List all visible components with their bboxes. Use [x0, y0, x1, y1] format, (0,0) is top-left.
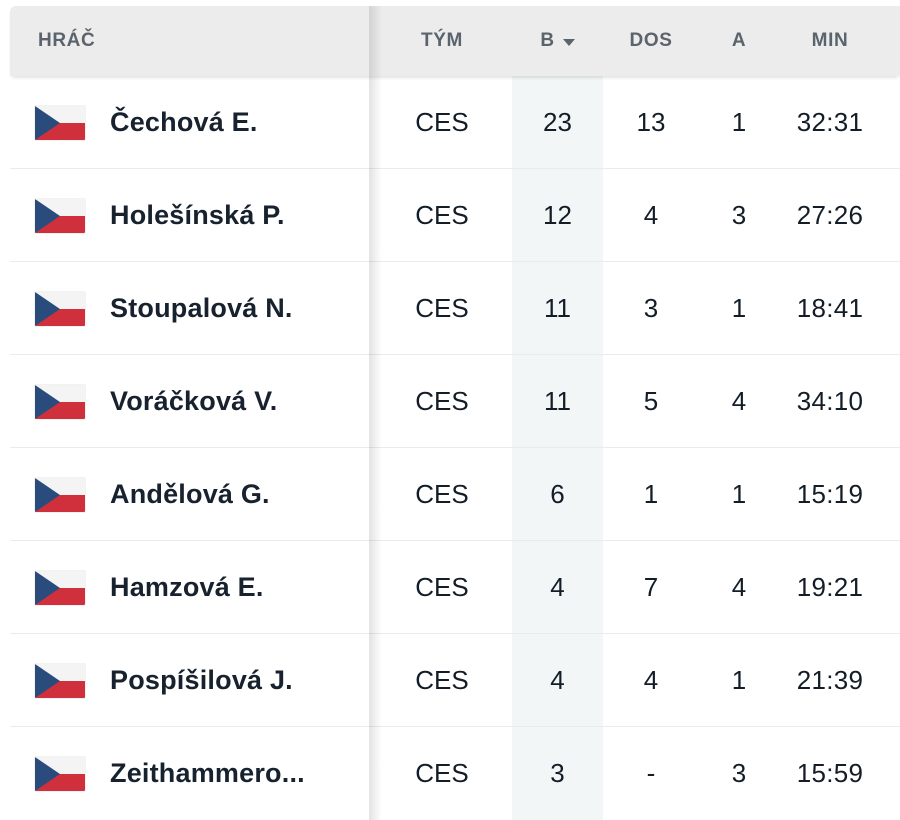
player-row[interactable]: Stoupalová N. CES 11 3 1 18:41: [0, 262, 900, 355]
team-cell: CES: [415, 572, 469, 602]
rebounds-cell: 4: [643, 665, 659, 695]
column-header-points[interactable]: B: [512, 30, 603, 52]
czech-flag-icon: [35, 756, 85, 791]
czech-flag-icon: [35, 291, 85, 326]
assists-cell: 1: [731, 665, 747, 695]
player-row[interactable]: Pospíšilová J. CES 4 4 1 21:39: [0, 634, 900, 727]
rebounds-cell: 5: [643, 386, 659, 416]
rebounds-cell: 3: [643, 293, 659, 323]
czech-flag-icon: [35, 663, 85, 698]
points-cell: 11: [544, 386, 571, 416]
player-cell: Hamzová E.: [0, 570, 372, 605]
player-cell: Holešínská P.: [0, 198, 372, 233]
sorted-column-highlight: [512, 76, 603, 820]
assists-cell: 1: [731, 293, 747, 323]
player-name: Zeithammero...: [110, 758, 305, 788]
points-cell: 4: [550, 572, 565, 602]
column-header-team[interactable]: TÝM: [421, 30, 463, 51]
table-header-background: [10, 6, 900, 76]
player-cell: Zeithammero...: [0, 756, 372, 791]
assists-cell: 4: [731, 386, 747, 416]
minutes-cell: 21:39: [796, 665, 864, 695]
player-name: Voráčková V.: [110, 386, 278, 416]
rebounds-cell: 4: [643, 200, 659, 230]
rebounds-cell: 1: [643, 479, 659, 509]
player-name: Holešínská P.: [110, 200, 285, 230]
points-cell: 23: [543, 107, 572, 137]
player-name: Pospíšilová J.: [110, 665, 293, 695]
column-header-player[interactable]: HRÁČ: [38, 30, 96, 51]
player-row[interactable]: Voráčková V. CES 11 5 4 34:10: [0, 355, 900, 448]
player-row[interactable]: Hamzová E. CES 4 7 4 19:21: [0, 541, 900, 634]
assists-cell: 1: [731, 479, 747, 509]
team-cell: CES: [415, 479, 469, 509]
assists-cell: 3: [731, 200, 747, 230]
rebounds-cell: 7: [643, 572, 659, 602]
team-cell: CES: [415, 200, 469, 230]
sort-desc-icon: [562, 38, 575, 46]
rebounds-cell: -: [646, 758, 656, 788]
column-header-rebounds[interactable]: DOS: [629, 30, 673, 51]
minutes-cell: 34:10: [796, 386, 864, 416]
minutes-cell: 19:21: [796, 572, 864, 602]
minutes-cell: 15:59: [796, 758, 864, 788]
column-header-assists[interactable]: A: [731, 30, 747, 51]
points-cell: 6: [550, 479, 565, 509]
player-name: Hamzová E.: [110, 572, 264, 602]
player-cell: Stoupalová N.: [0, 291, 372, 326]
assists-cell: 1: [731, 107, 747, 137]
player-row[interactable]: Čechová E. CES 23 13 1 32:31: [0, 76, 900, 169]
team-cell: CES: [415, 386, 469, 416]
points-cell: 3: [550, 758, 565, 788]
assists-cell: 4: [731, 572, 747, 602]
player-row[interactable]: Zeithammero... CES 3 - 3 15:59: [0, 727, 900, 820]
czech-flag-icon: [35, 477, 85, 512]
minutes-cell: 15:19: [796, 479, 864, 509]
czech-flag-icon: [35, 105, 85, 140]
column-header-minutes[interactable]: MIN: [811, 30, 849, 51]
table-header: HRÁČ TÝM B DOS A MIN: [0, 6, 900, 76]
team-cell: CES: [415, 107, 469, 137]
player-cell: Voráčková V.: [0, 384, 372, 419]
team-cell: CES: [415, 758, 469, 788]
table-body: Čechová E. CES 23 13 1 32:31 Holešínská …: [0, 76, 900, 820]
assists-cell: 3: [731, 758, 747, 788]
player-cell: Čechová E.: [0, 105, 372, 140]
minutes-cell: 27:26: [796, 200, 864, 230]
points-cell: 11: [544, 293, 571, 323]
czech-flag-icon: [35, 570, 85, 605]
player-name: Andělová G.: [110, 479, 270, 509]
column-header-points-label: B: [540, 30, 555, 51]
rebounds-cell: 13: [636, 107, 666, 137]
points-cell: 4: [550, 665, 565, 695]
player-cell: Pospíšilová J.: [0, 663, 372, 698]
player-row[interactable]: Andělová G. CES 6 1 1 15:19: [0, 448, 900, 541]
player-name: Čechová E.: [110, 107, 258, 137]
czech-flag-icon: [35, 384, 85, 419]
minutes-cell: 18:41: [796, 293, 864, 323]
minutes-cell: 32:31: [796, 107, 864, 137]
team-cell: CES: [415, 665, 469, 695]
points-cell: 12: [543, 200, 572, 230]
czech-flag-icon: [35, 198, 85, 233]
player-cell: Andělová G.: [0, 477, 372, 512]
team-cell: CES: [415, 293, 469, 323]
player-name: Stoupalová N.: [110, 293, 293, 323]
player-row[interactable]: Holešínská P. CES 12 4 3 27:26: [0, 169, 900, 262]
